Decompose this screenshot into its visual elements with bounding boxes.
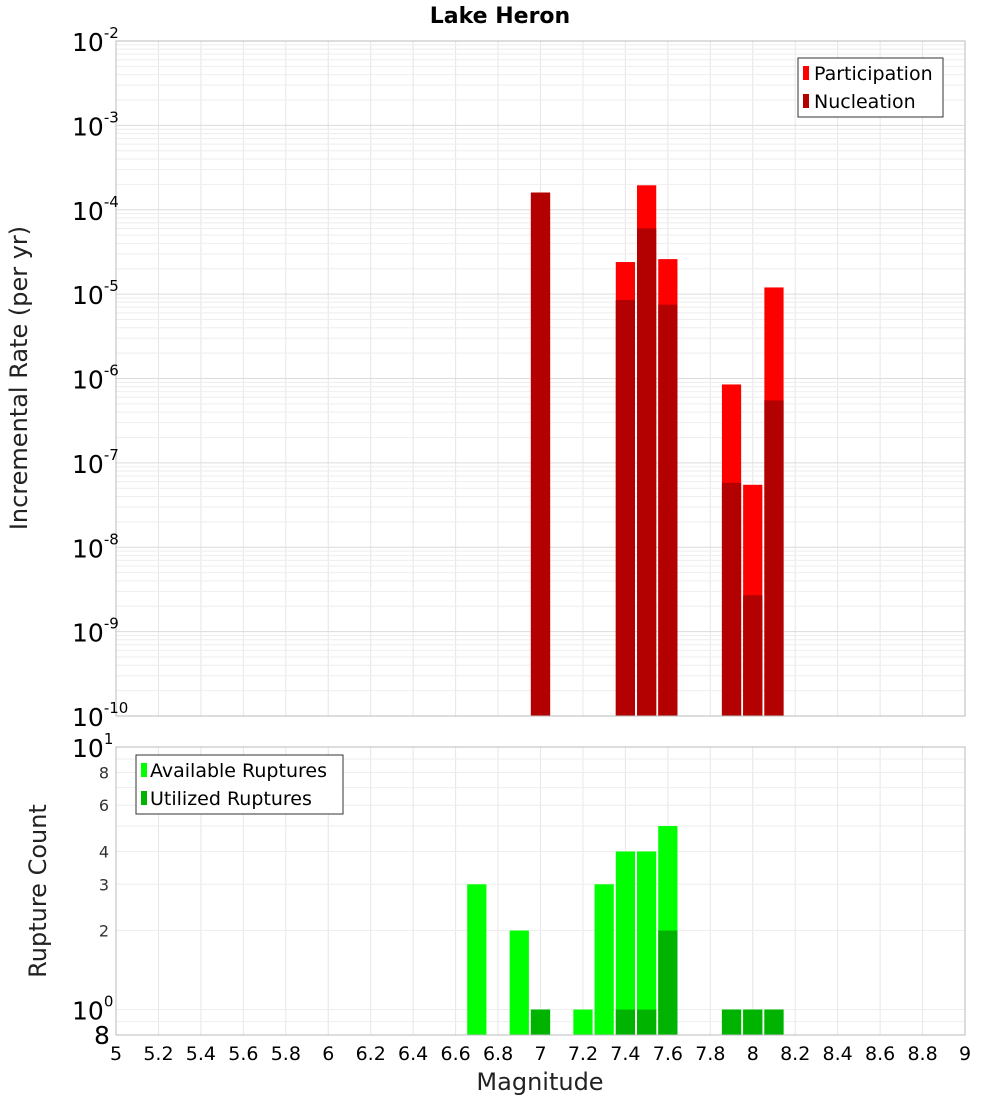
utilized-ruptures-bar — [658, 930, 678, 1035]
x-tick-label: 5.8 — [271, 1043, 301, 1065]
x-tick-label: 6.6 — [440, 1043, 470, 1065]
available-ruptures-bar — [615, 851, 636, 1035]
bottom-bars — [467, 826, 784, 1035]
x-tick-label: 5.4 — [186, 1043, 216, 1065]
nucleation-bar — [743, 595, 763, 716]
nucleation-bar — [721, 482, 742, 716]
x-tick-label: 9 — [959, 1043, 971, 1065]
available-ruptures-bar — [573, 1009, 593, 1035]
legend-entry: Participation — [814, 63, 933, 85]
x-tick-label: 8.4 — [823, 1043, 853, 1065]
top-y-tick-label: 10-5 — [72, 277, 119, 310]
top-y-tick-label: 10-3 — [72, 108, 119, 141]
x-tick-label: 8.8 — [907, 1043, 937, 1065]
utilized-ruptures-bar — [637, 1009, 657, 1035]
bottom-y-axis-label: Rupture Count — [24, 804, 52, 978]
top-plot-area: 10-2 10-3 10-4 10-5 10-6 10-7 10-8 10-9 10-10 Pa… — [72, 24, 966, 732]
available-ruptures-bar — [467, 884, 487, 1035]
bottom-y-minor-tick-label: 8 — [99, 763, 109, 782]
top-legend-box — [797, 57, 944, 118]
top-y-tick-label: 10-7 — [72, 446, 119, 479]
available-ruptures-bar — [509, 930, 529, 1035]
utilized-ruptures-bar — [615, 1009, 636, 1035]
nucleation-bar — [764, 400, 784, 716]
nucleation-bar — [530, 192, 551, 717]
utilized-ruptures-bar — [721, 1009, 742, 1035]
top-y-tick-label: 10-2 — [72, 24, 119, 57]
bottom-y-minor-tick-label: 4 — [99, 842, 109, 861]
top-y-tick-labels: 10-2 10-3 10-4 10-5 10-6 10-7 10-8 10-9 10-10 — [72, 24, 128, 732]
nucleation-bar — [658, 304, 678, 716]
bottom-legend: Available Ruptures Utilized Ruptures — [135, 754, 344, 815]
top-y-tick-label: 10-8 — [72, 530, 119, 563]
x-tick-label: 5 — [110, 1043, 122, 1065]
utilized-ruptures-bar — [743, 1009, 763, 1035]
bottom-y-minor-tick-label: 2 — [99, 922, 109, 941]
chart-title: Lake Heron — [430, 4, 570, 29]
x-tick-labels: 5 5.2 5.4 5.6 5.8 6 6.2 6.4 6.6 6.8 7 7.2 7.4 7.6 7.8 8… — [110, 1043, 971, 1065]
x-tick-label: 5.2 — [143, 1043, 173, 1065]
x-tick-label: 8 — [747, 1043, 759, 1065]
x-tick-label: 7.4 — [610, 1043, 640, 1065]
available-ruptures-bar — [637, 851, 657, 1035]
x-tick-label: 7 — [534, 1043, 546, 1065]
top-y-tick-label: 10-10 — [72, 699, 128, 732]
top-y-axis-label: Incremental Rate (per yr) — [5, 226, 33, 530]
nucleation-bar — [615, 300, 636, 716]
x-tick-label: 6.8 — [483, 1043, 513, 1065]
bottom-y-min-tick-label: 8 — [94, 1021, 110, 1050]
legend-entry: Nucleation — [814, 91, 916, 113]
x-tick-label: 5.6 — [228, 1043, 258, 1065]
x-axis-label: Magnitude — [476, 1068, 603, 1096]
top-y-tick-label: 10-9 — [72, 615, 119, 648]
legend-entry: Utilized Ruptures — [150, 788, 312, 810]
bottom-y-major-tick-label: 101 — [72, 730, 113, 763]
x-tick-label: 6.2 — [356, 1043, 386, 1065]
legend-swatch — [803, 94, 809, 108]
available-ruptures-bar — [594, 884, 614, 1035]
legend-swatch — [141, 791, 147, 805]
top-y-tick-label: 10-4 — [72, 193, 119, 226]
bottom-plot-frame — [115, 746, 966, 1036]
x-tick-label: 7.8 — [695, 1043, 725, 1065]
x-tick-label: 6 — [322, 1043, 334, 1065]
bottom-y-minor-tick-label: 3 — [99, 875, 109, 894]
top-plot-frame — [115, 40, 966, 717]
nucleation-bar — [637, 228, 657, 716]
x-tick-label: 7.6 — [653, 1043, 683, 1065]
legend-swatch — [141, 763, 147, 777]
legend-swatch — [803, 66, 809, 80]
utilized-ruptures-bar — [764, 1009, 784, 1035]
top-bars — [530, 185, 784, 717]
utilized-ruptures-bar — [530, 1009, 551, 1035]
top-y-tick-label: 10-6 — [72, 362, 119, 395]
x-tick-label: 8.2 — [780, 1043, 810, 1065]
bottom-y-major-tick-label: 100 — [72, 993, 113, 1026]
bottom-legend-box — [135, 754, 344, 815]
x-tick-label: 8.6 — [865, 1043, 895, 1065]
x-tick-label: 6.4 — [398, 1043, 428, 1065]
x-tick-label: 7.2 — [568, 1043, 598, 1065]
legend-entry: Available Ruptures — [150, 760, 327, 782]
bottom-y-minor-tick-label: 6 — [99, 796, 109, 815]
top-legend: Participation Nucleation — [797, 57, 944, 118]
